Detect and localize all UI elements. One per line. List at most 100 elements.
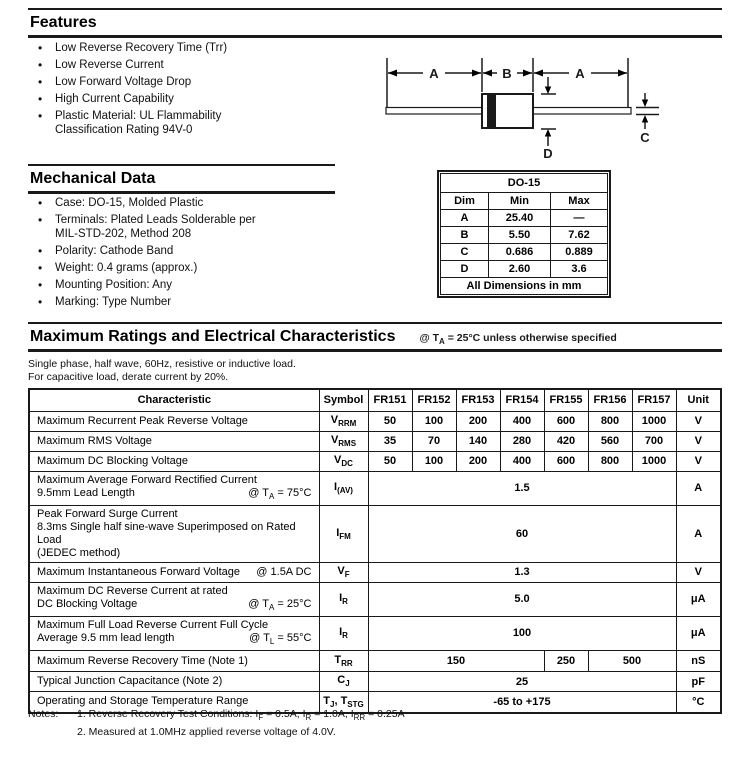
- arrowhead-icon: [618, 69, 627, 77]
- min-cell: 5.50: [488, 226, 551, 244]
- table-row: DO-15: [440, 173, 608, 193]
- ratings-condition: @ TA = 25°C unless otherwise specified: [419, 331, 617, 346]
- divider: [28, 8, 722, 10]
- unit-cell: A: [675, 470, 722, 506]
- table-row: Maximum Reverse Recovery Time (Note 1) T…: [28, 650, 722, 673]
- unit-cell: A: [675, 504, 722, 563]
- value-cell: 100: [411, 410, 457, 432]
- value-cell: 1.3: [367, 561, 677, 583]
- column-header: FR154: [499, 388, 545, 412]
- symbol-cell: I(AV): [318, 470, 369, 506]
- column-header: FR153: [455, 388, 501, 412]
- value-cell: 420: [543, 430, 589, 452]
- characteristic-cell: Maximum DC Blocking Voltage: [28, 450, 320, 472]
- value-cell: 200: [455, 410, 501, 432]
- value-cell: 700: [631, 430, 677, 452]
- feature-item-text: Low Reverse Current: [55, 59, 164, 71]
- dim-label-b: B: [502, 66, 511, 81]
- table-footer: All Dimensions in mm: [440, 277, 608, 295]
- divider: [28, 349, 722, 353]
- list-item: Low Reverse Recovery Time (Trr): [28, 41, 368, 55]
- list-item: High Current Capability: [28, 92, 368, 106]
- package-name: DO-15: [440, 173, 608, 193]
- label-plate: [569, 65, 591, 80]
- condition-text: @ TA = 25°C: [248, 597, 312, 612]
- table-row: Operating and Storage Temperature Range …: [28, 691, 722, 714]
- value-cell: 280: [499, 430, 545, 452]
- package-outline-diagram: A B A D C: [385, 58, 659, 161]
- mech-item-text: Case: DO-15, Molded Plastic: [55, 197, 204, 209]
- min-cell: 25.40: [488, 209, 551, 227]
- dim-cell: A: [440, 209, 489, 227]
- mechanical-title: Mechanical Data: [30, 170, 156, 187]
- column-header: Symbol: [318, 388, 369, 412]
- column-header: FR156: [587, 388, 633, 412]
- cathode-band: [487, 94, 496, 128]
- value-cell: 50: [367, 410, 413, 432]
- dim-label-a-right: A: [575, 66, 585, 81]
- value-cell: 400: [499, 450, 545, 472]
- column-header: Min: [488, 192, 551, 210]
- value-cell: 600: [543, 410, 589, 432]
- diode-lead-left: [385, 106, 483, 115]
- arrowhead-icon: [523, 69, 532, 77]
- list-item: Terminals: Plated Leads Solderable per M…: [28, 213, 388, 241]
- features-section-header: Features: [28, 8, 722, 39]
- arrowhead-icon: [641, 115, 649, 123]
- arrowhead-icon: [641, 99, 649, 107]
- column-header: FR152: [411, 388, 457, 412]
- mech-item-text: Polarity: Cathode Band: [55, 245, 174, 257]
- notes-label: Notes:: [28, 708, 59, 720]
- table-row: Maximum Average Forward Rectified Curren…: [28, 470, 722, 506]
- note-1: 1. Reverse Recovery Test Conditions: IF …: [77, 708, 405, 723]
- mech-item-text: Mounting Position: Any: [55, 279, 172, 291]
- unit-cell: V: [675, 410, 722, 432]
- condition-text: @ 1.5A DC: [256, 565, 312, 578]
- max-cell: 3.6: [550, 260, 608, 278]
- list-item: Low Reverse Current: [28, 58, 368, 72]
- ratings-table: Characteristic Symbol FR151 FR152 FR153 …: [28, 388, 722, 714]
- table-row: Maximum RMS Voltage VRMS 35 70 140 280 4…: [28, 430, 722, 452]
- column-header: Max: [550, 192, 608, 210]
- symbol-cell: IR: [318, 615, 369, 652]
- note-2: 2. Measured at 1.0MHz applied reverse vo…: [77, 726, 336, 739]
- arrowhead-icon: [483, 69, 492, 77]
- list-item: Mounting Position: Any: [28, 278, 388, 292]
- unit-cell: nS: [675, 650, 722, 673]
- mechanical-section-header: Mechanical Data: [28, 164, 335, 195]
- symbol-cell: IR: [318, 581, 369, 617]
- symbol-cell: VRRM: [318, 410, 369, 432]
- unit-cell: °C: [675, 691, 722, 714]
- symbol-cell: TRR: [318, 650, 369, 673]
- notes-text: 1. Reverse Recovery Test Conditions: IF …: [77, 707, 405, 740]
- value-cell: 50: [367, 450, 413, 472]
- value-cell: 60: [367, 504, 677, 563]
- value-cell: 1000: [631, 410, 677, 432]
- load-note-1: Single phase, half wave, 60Hz, resistive…: [28, 358, 296, 370]
- symbol-cell: CJ: [318, 671, 369, 693]
- arrowhead-icon: [534, 69, 543, 77]
- feature-item-text: Low Forward Voltage Drop: [55, 76, 192, 88]
- max-cell: 0.889: [550, 243, 608, 261]
- table-row: Maximum DC Blocking Voltage VDC 50 100 2…: [28, 450, 722, 472]
- feature-item-text: High Current Capability: [55, 93, 174, 105]
- unit-cell: V: [675, 561, 722, 583]
- column-header: FR157: [631, 388, 677, 412]
- table-row: Dim Min Max: [440, 192, 608, 210]
- mech-item-text: Marking: Type Number: [55, 296, 172, 308]
- list-item: Plastic Material: UL Flammability Classi…: [28, 109, 368, 137]
- value-cell: 1000: [631, 450, 677, 472]
- mech-item-text: Weight: 0.4 grams (approx.): [55, 262, 198, 274]
- value-cell: 800: [587, 450, 633, 472]
- list-item: Low Forward Voltage Drop: [28, 75, 368, 89]
- value-cell: 5.0: [367, 581, 677, 617]
- unit-cell: μA: [675, 615, 722, 652]
- notes-block: Notes: 1. Reverse Recovery Test Conditio…: [28, 707, 688, 740]
- value-cell: 1.5: [367, 470, 677, 506]
- value-cell: 600: [543, 450, 589, 472]
- value-cell: 35: [367, 430, 413, 452]
- min-cell: 0.686: [488, 243, 551, 261]
- symbol-cell: VF: [318, 561, 369, 583]
- mechanical-list: Case: DO-15, Molded Plastic Terminals: P…: [28, 196, 388, 312]
- table-header-row: Characteristic Symbol FR151 FR152 FR153 …: [28, 388, 722, 412]
